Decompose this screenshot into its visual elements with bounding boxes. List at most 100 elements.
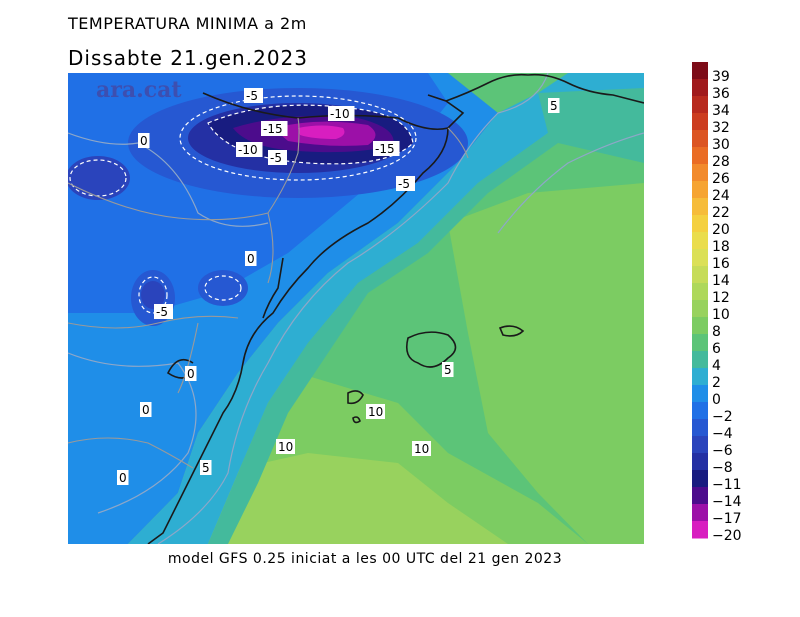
contour-label-text: 0 — [140, 134, 148, 148]
contour-label-pyr-top: -10 — [328, 106, 355, 121]
legend-label: −6 — [712, 443, 733, 459]
cold-core-nw — [68, 156, 130, 200]
legend-label: 20 — [712, 222, 730, 238]
legend-swatch — [692, 215, 708, 233]
legend-label: 6 — [712, 341, 721, 357]
legend-swatch — [692, 300, 708, 318]
legend-swatch — [692, 351, 708, 369]
contour-label-iberia-cold: -5 — [154, 304, 173, 319]
legend-swatch — [692, 96, 708, 114]
legend-label: −17 — [712, 511, 742, 527]
coastal-teal — [208, 88, 644, 544]
legend-label: 30 — [712, 137, 730, 153]
legend-swatch — [692, 62, 708, 80]
contour-label-text: 0 — [142, 403, 150, 417]
contour-label-text: -15 — [375, 142, 395, 156]
coastal-strip — [128, 73, 644, 544]
contour-label-pyr-w: -5 — [244, 88, 263, 103]
contour-label-text: -10 — [238, 143, 258, 157]
legend-label: 14 — [712, 273, 730, 289]
contour-label-bg — [548, 98, 560, 113]
contour-label-zero-sw: 0 — [117, 470, 129, 485]
contour-label-ten-sw: 10 — [276, 439, 295, 454]
contour-label-text: -5 — [398, 177, 410, 191]
legend-swatch — [692, 419, 708, 437]
legend-label: −2 — [712, 409, 733, 425]
pyrenees-peak — [298, 125, 345, 139]
legend-label: −4 — [712, 426, 733, 442]
legend-label: 18 — [712, 239, 730, 255]
contour-label-pyr-s: -5 — [268, 150, 287, 165]
legend-label: 12 — [712, 290, 730, 306]
legend-swatch — [692, 402, 708, 420]
map-title: TEMPERATURA MINIMA a 2m — [68, 14, 307, 33]
contour-label-bg — [268, 150, 287, 165]
contour-label-bg — [261, 121, 288, 136]
legend-label: 26 — [712, 171, 730, 187]
contour-label-bg — [244, 88, 263, 103]
contour-label-bg — [236, 142, 263, 157]
contour-label-bg — [185, 366, 197, 381]
contour-label-text: 0 — [247, 252, 255, 266]
contour-label-five-mallorca: 5 — [442, 362, 454, 377]
negative-contours — [69, 95, 417, 314]
legend-swatch — [692, 181, 708, 199]
contour-label-text: 10 — [368, 405, 383, 419]
legend-label: 2 — [712, 375, 721, 391]
contour-label-pyr-sw: -10 — [236, 142, 263, 157]
contour-label-bg — [396, 176, 415, 191]
contour-label-text: -5 — [246, 89, 258, 103]
legend-swatch — [692, 130, 708, 148]
sea-east — [448, 183, 644, 544]
contour-label-ten-s: 10 — [412, 441, 431, 456]
legend-swatch — [692, 453, 708, 471]
legend-swatch — [692, 79, 708, 97]
legend-swatch — [692, 317, 708, 335]
contour-label-text: 10 — [414, 442, 429, 456]
contour-label-five-s: 5 — [200, 460, 212, 475]
contour-label-bg — [412, 441, 431, 456]
model-info: model GFS 0.25 iniciat a les 00 UTC del … — [167, 551, 563, 567]
legend-label: 22 — [712, 205, 730, 221]
watermark-logo: ara.cat — [96, 77, 182, 103]
contour-label-text: 0 — [119, 471, 127, 485]
map-canvas: ara.cat -5 -10 -15 -10 -5 -15 -5 0 0 -5 0 0 0 5 5 5 10 10… — [68, 73, 644, 544]
contour-label-pyr-se: -5 — [396, 176, 415, 191]
contour-label-text: -5 — [156, 305, 168, 319]
color-legend: 39 36 34 32 30 28 26 24 22 20 18 16 14 12 10 8 6 4 2 0 −2 −4−… — [692, 62, 782, 557]
legend-label: 34 — [712, 103, 730, 119]
legend-label: 36 — [712, 86, 730, 102]
contour-label-pyr-left: -15 — [261, 121, 288, 136]
contour-label-zero-coast: 0 — [185, 366, 197, 381]
legend-label: 28 — [712, 154, 730, 170]
legend-label: 32 — [712, 120, 730, 136]
legend-swatch — [692, 368, 708, 386]
legend-swatch — [692, 470, 708, 488]
contour-label-zero-nw: 0 — [138, 133, 150, 148]
legend-swatch — [692, 436, 708, 454]
legend-swatch — [692, 487, 708, 505]
legend-swatch — [692, 232, 708, 250]
contour-label-bg — [138, 133, 150, 148]
legend-swatch — [692, 504, 708, 522]
contour-label-text: 5 — [202, 461, 210, 475]
contour-label-bg — [245, 251, 257, 266]
legend-label: 39 — [712, 69, 730, 85]
contour-label-text: -15 — [263, 122, 283, 136]
contour-label-bg — [200, 460, 212, 475]
legend-swatch — [692, 164, 708, 182]
contour-label-bg — [328, 106, 355, 121]
contour-label-bg — [442, 362, 454, 377]
legend-label: −8 — [712, 460, 733, 476]
legend-swatch — [692, 113, 708, 131]
legend-label: −14 — [712, 494, 742, 510]
contour-label-bg — [373, 141, 400, 156]
contour-label-bg — [154, 304, 173, 319]
temperature-map: ara.cat -5 -10 -15 -10 -5 -15 -5 0 0 -5 0 0 0 5 5 5 10 10… — [68, 73, 644, 544]
contour-label-zero-mid: 0 — [245, 251, 257, 266]
legend-label: 0 — [712, 392, 721, 408]
contour-label-text: 10 — [278, 440, 293, 454]
legend-swatch — [692, 334, 708, 352]
legend-canvas: 39363432302826242220181614121086420−2−4−… — [692, 62, 742, 544]
legend-swatch — [692, 198, 708, 216]
